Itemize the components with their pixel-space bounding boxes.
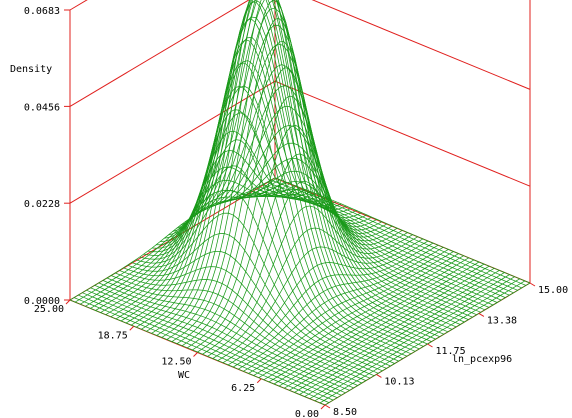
mesh-line-y [217,238,424,361]
mesh-line-y [74,179,281,303]
mesh-line-x [82,292,338,399]
mesh-line-x [246,192,502,301]
z-tick-label: 0.0456 [24,102,60,113]
mesh-line-y [202,180,408,355]
mesh-line-y [314,278,520,402]
mesh-line-y [227,242,434,366]
mesh-line-y [146,0,352,332]
mesh-line-y [233,244,439,368]
x-tick-label: 15.00 [538,285,568,296]
mesh-line-y [80,181,286,305]
mesh-line-y [268,259,475,383]
mesh-line-y [151,0,357,334]
mesh-line-y [273,261,480,385]
plot-frame [69,0,531,406]
z-tick-label: 0.0228 [24,199,60,210]
mesh-line-y [253,253,459,376]
y-tick-label: 12.50 [161,357,191,368]
y-axis-title: WC [178,370,190,381]
mesh-line-y [212,227,418,359]
mesh-line-y [120,86,327,322]
mesh-line-y [166,0,373,340]
mesh-line-y [309,276,515,400]
mesh-line-x [254,188,510,296]
mesh-line-y [278,263,485,387]
mesh-line-x [86,289,342,396]
mesh-line-y [125,62,332,324]
mesh-line-y [136,18,342,328]
y-tick-label: 25.00 [34,304,64,315]
mesh-line-x [90,287,346,394]
y-tick-label: 0.00 [295,409,319,418]
x-axis-title: ln_pcexp96 [452,354,512,365]
mesh-line-y [197,153,403,353]
mesh-line-y [192,124,398,351]
mesh-line-y [176,41,383,344]
mesh-line-y [263,257,469,381]
y-tick-label: 18.75 [98,330,128,341]
mesh-line-x [258,186,514,294]
x-tick-label: 8.50 [333,407,357,418]
mesh-line-y [289,267,495,391]
x-tick-mark [324,404,331,409]
x-tick-mark [529,282,536,287]
mesh-line-y [90,185,296,309]
x-tick-mark [478,312,485,317]
y-tick-mark [256,378,262,384]
mesh-line-y [131,39,337,326]
mesh-line-y [294,270,500,393]
mesh-line-y [222,240,429,364]
mesh-line-y [248,251,454,374]
x-tick-label: 11.75 [436,346,466,357]
z-tick-label: 0.0683 [24,6,60,17]
z-tick-label: 0.0000 [24,296,60,307]
y-tick-mark [65,299,71,305]
mesh-line-y [319,280,526,404]
z-axis-title: Density [10,64,52,75]
mesh-line-y [299,272,505,395]
y-tick-label: 6.25 [231,383,255,394]
mesh-line-y [110,130,316,318]
mesh-line-y [284,265,490,389]
mesh-line-y [105,150,311,316]
x-tick-mark [427,343,433,348]
mesh-line-y [171,17,378,342]
mesh-line-y [85,183,291,307]
x-tick-label: 13.38 [487,315,517,326]
mesh-line-y [187,95,393,349]
mesh-line-x [73,297,330,403]
wall-grid-left [69,0,250,107]
mesh-line-y [243,249,449,372]
y-tick-mark [193,352,198,357]
mesh-line-y [258,255,464,379]
mesh-line-y [69,177,276,301]
x-tick-mark [376,373,382,378]
y-tick-mark [129,325,135,331]
mesh-line-y [181,67,388,347]
mesh-line-y [304,274,510,397]
mesh-line-x [78,294,334,401]
mesh-line-y [141,1,347,330]
mesh-line-y [207,205,413,357]
density-mesh [69,0,531,406]
mesh-line-y [156,0,362,336]
wall-top-left [69,0,88,11]
wall-grid-right [274,80,531,187]
mesh-line-y [238,246,444,370]
wall-grid-right [311,0,531,90]
y-tick-mark [320,404,326,410]
x-tick-label: 10.13 [384,376,414,387]
